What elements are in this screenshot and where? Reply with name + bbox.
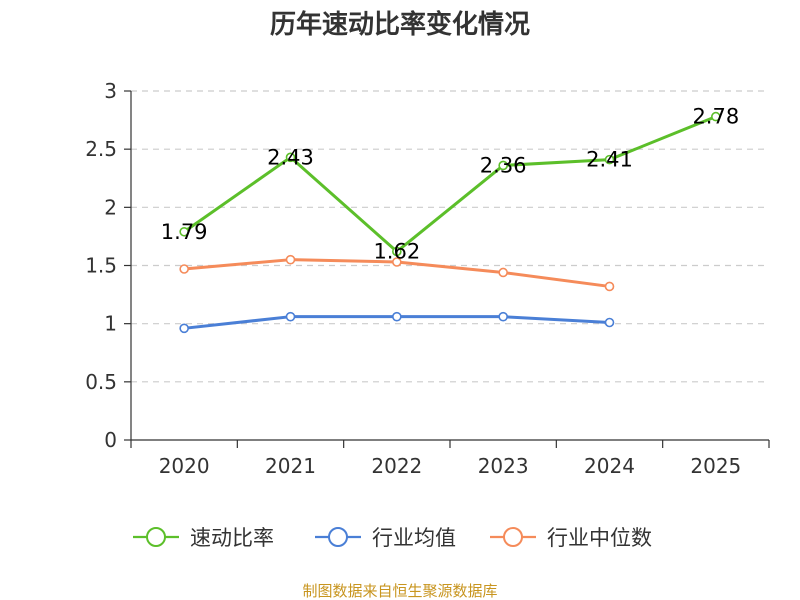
data-point[interactable] — [604, 154, 615, 165]
legend-item[interactable]: 速动比率 — [133, 526, 274, 550]
data-label: 2.41 — [586, 148, 633, 172]
chart-title: 历年速动比率变化情况 — [270, 9, 530, 40]
series-lines — [179, 111, 721, 334]
data-point[interactable] — [285, 152, 296, 163]
data-point[interactable] — [498, 311, 508, 322]
data-labels: 1.79 2.43 1.62 2.36 2.41 2.78 — [161, 105, 739, 264]
y-tick-label: 1 — [104, 312, 117, 336]
data-point[interactable] — [285, 311, 296, 322]
y-tick-label: 0.5 — [85, 370, 117, 394]
x-tick-label: 2025 — [690, 454, 741, 478]
y-tick-label: 3 — [104, 79, 117, 103]
data-point[interactable] — [392, 257, 402, 267]
legend-label: 行业均值 — [372, 526, 456, 550]
legend-label: 速动比率 — [190, 526, 274, 550]
legend[interactable]: 速动比率 行业均值 行业中位数 — [133, 526, 652, 550]
data-point[interactable] — [392, 246, 402, 257]
legend-swatch-marker — [503, 527, 523, 547]
data-label: 2.43 — [267, 145, 314, 169]
y-tick-label: 0 — [104, 428, 117, 452]
data-point[interactable] — [498, 160, 508, 171]
x-tick-label: 2020 — [159, 454, 210, 478]
legend-swatch-marker — [146, 527, 166, 547]
data-point[interactable] — [179, 264, 189, 274]
y-tick-label: 2.5 — [85, 137, 117, 161]
data-label: 1.62 — [373, 240, 420, 264]
data-point[interactable] — [285, 254, 296, 265]
axes: 0 0.5 1 1.5 2 2.5 3 2020 2021 2022 2023 2024 2025 — [85, 79, 770, 478]
x-tick-label: 2024 — [584, 454, 635, 478]
data-point[interactable] — [604, 317, 615, 328]
data-label: 1.79 — [161, 220, 208, 244]
legend-item[interactable]: 行业均值 — [315, 526, 456, 550]
data-point[interactable] — [392, 311, 402, 322]
source-note: 制图数据来自恒生聚源数据库 — [302, 582, 497, 600]
data-point[interactable] — [604, 281, 615, 292]
x-tick-label: 2023 — [478, 454, 529, 478]
data-label: 2.36 — [480, 153, 527, 177]
data-label: 2.78 — [692, 105, 739, 129]
data-point[interactable] — [179, 323, 189, 334]
data-point[interactable] — [179, 226, 189, 237]
x-tick-label: 2022 — [371, 454, 422, 478]
x-tick-label: 2021 — [265, 454, 316, 478]
data-point[interactable] — [498, 267, 508, 278]
series-line — [183, 115, 717, 254]
data-point[interactable] — [711, 111, 721, 122]
legend-label: 行业中位数 — [547, 526, 652, 550]
y-tick-label: 1.5 — [85, 254, 117, 278]
legend-item[interactable]: 行业中位数 — [490, 526, 652, 550]
y-tick-label: 2 — [104, 195, 117, 219]
legend-swatch-marker — [328, 527, 348, 547]
